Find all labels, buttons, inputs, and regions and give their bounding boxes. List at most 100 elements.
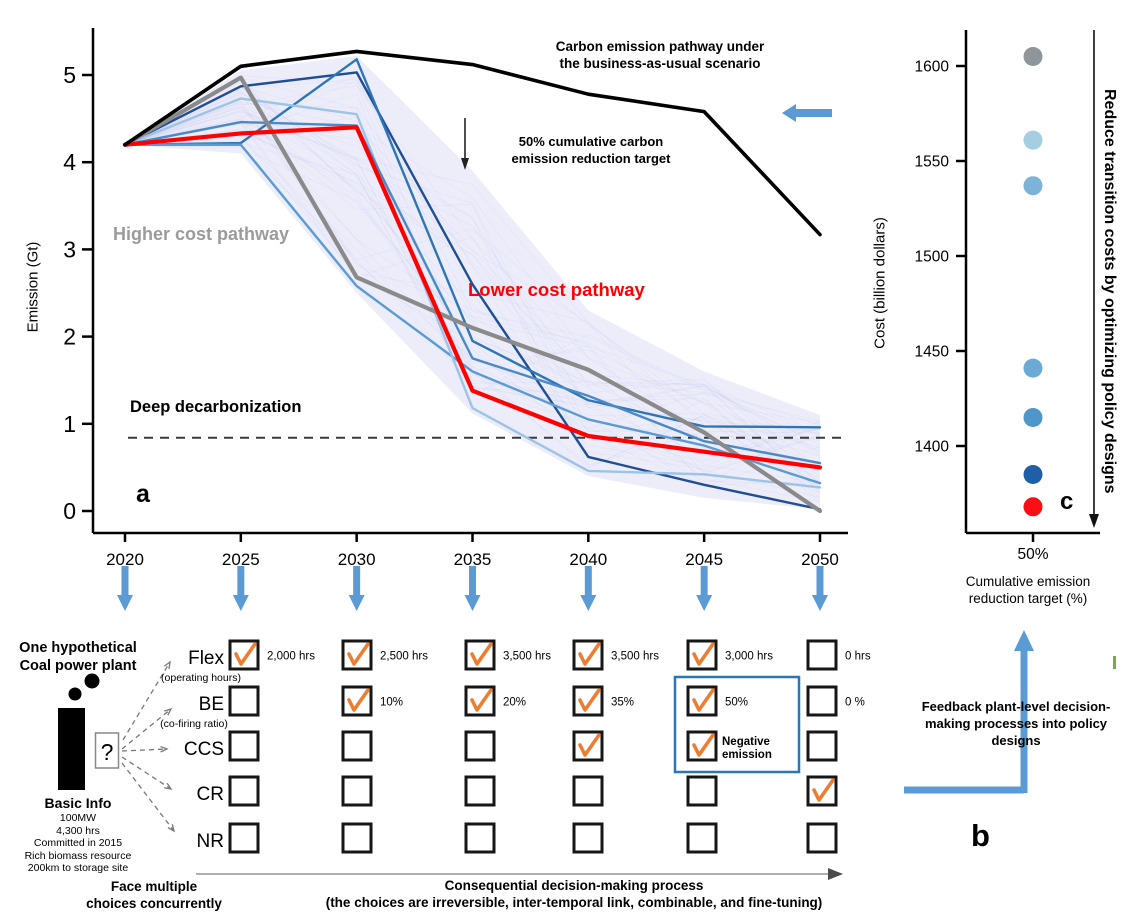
x-tick-label: 2040 [569, 550, 607, 569]
band-texture-line [124, 101, 821, 424]
panel-c-letter: c [1060, 488, 1074, 515]
band-texture-line [124, 106, 821, 453]
row-sublabel: (co-firing ratio) [160, 718, 228, 730]
choice-connector-arrowhead [164, 707, 173, 716]
cell-value-label: 2,500 hrs [380, 651, 428, 663]
lower-cost-label: Lower cost pathway [468, 279, 645, 300]
question-mark: ? [101, 739, 114, 765]
plant-chimney [58, 708, 85, 790]
checkbox-flex-col6[interactable] [806, 639, 838, 671]
checkbox-cr-col3[interactable] [464, 775, 496, 807]
band-texture-line [124, 101, 820, 440]
band-texture-line [124, 109, 821, 469]
cell-value-label: emission [722, 749, 772, 761]
checkbox-be-col1[interactable] [228, 685, 260, 717]
band-texture-line [124, 118, 821, 469]
band-texture-line [124, 130, 821, 493]
cost-point [1023, 408, 1043, 427]
deep-decarbonization-label: Deep decarbonization [130, 398, 302, 416]
plant-smoke-dot [84, 673, 100, 689]
check-icon [234, 642, 257, 666]
checkbox-cr-col5[interactable] [686, 775, 718, 807]
cost-y-tick-label: 1600 [915, 59, 950, 76]
down-arrow-icon [232, 595, 249, 611]
face-choices-caption: Face multiple choices concurrently [86, 879, 222, 911]
cell-value-label: 3,500 hrs [503, 651, 551, 663]
choice-connector-line [121, 748, 168, 752]
check-icon [347, 642, 370, 666]
cell-value-label: 50% [725, 697, 748, 709]
down-arrow-icon [696, 595, 713, 611]
checkbox-cr-col4[interactable] [572, 775, 604, 807]
checkbox-nr-col2[interactable] [341, 822, 373, 854]
checkbox-cr-col2[interactable] [341, 775, 373, 807]
band-texture-line [124, 114, 821, 503]
down-arrow-icon [464, 595, 481, 611]
cost-y-tick-label: 1450 [915, 344, 950, 361]
pathway-line-pathway-blue-light [123, 97, 822, 489]
basic-info-lines: 100MW 4,300 hrs Committed in 2015 Rich b… [24, 812, 132, 875]
pathway-line-pathway-blue-mid [123, 58, 822, 429]
cost-point [1023, 465, 1043, 484]
check-icon [470, 642, 493, 666]
choice-connector-arrowhead [167, 824, 176, 833]
band-texture-line [124, 125, 821, 484]
row-label-flex: Flex [188, 648, 224, 669]
higher-cost-label: Higher cost pathway [113, 224, 290, 244]
stray-green-mark [1113, 656, 1116, 669]
highlight-box [673, 675, 801, 774]
cost-y-tick-label: 1400 [915, 439, 950, 456]
process-arrow-icon [828, 868, 843, 880]
pathway-line-lower-cost-pathway [122, 125, 823, 470]
cost-y-tick-label: 1500 [915, 249, 950, 266]
feedback-arrow-icon [1014, 630, 1034, 651]
check-icon [812, 778, 835, 802]
x-tick-label: 2050 [801, 550, 839, 569]
y-tick-label: 4 [63, 149, 76, 175]
cell-value-label: 3,500 hrs [611, 651, 659, 663]
row-sublabel: (operating hours) [161, 672, 241, 684]
checkbox-ccs-col3[interactable] [464, 730, 496, 762]
cost-point [1023, 176, 1043, 196]
check-icon [692, 688, 715, 712]
cell-value-label: 20% [503, 697, 526, 709]
pathway-line-pathway-blue-med- [123, 120, 822, 465]
x-tick-label: 2035 [454, 550, 492, 569]
cell-value-label: 10% [380, 697, 403, 709]
cell-value-label: 0 hrs [845, 651, 871, 663]
row-label-nr: NR [197, 831, 224, 852]
checkbox-nr-col1[interactable] [228, 822, 260, 854]
y-tick-label: 2 [63, 324, 76, 350]
panel-b-letter: b [971, 818, 990, 853]
band-texture-line [124, 92, 821, 483]
checkbox-nr-col4[interactable] [572, 822, 604, 854]
emission-axis-label: Emission (Gt) [24, 241, 42, 333]
reduce-costs-side-text: Reduce transition costs by optimizing po… [1101, 88, 1118, 494]
check-icon [578, 642, 601, 666]
consequential-caption: Consequential decision-making process (t… [325, 878, 823, 910]
y-tick-label: 0 [63, 498, 76, 524]
check-icon [692, 733, 715, 757]
target-arrow-icon [461, 158, 469, 170]
band-texture-line [124, 91, 821, 457]
checkbox-ccs-col1[interactable] [228, 730, 260, 762]
checkbox-ccs-col2[interactable] [341, 730, 373, 762]
cell-value-label: 2,000 hrs [267, 651, 315, 663]
row-label-ccs: CCS [184, 739, 224, 760]
row-label-cr: CR [197, 784, 224, 805]
band-texture-line [124, 111, 821, 467]
checkbox-ccs-col6[interactable] [806, 730, 838, 762]
check-icon [347, 688, 370, 712]
plant-smoke-dot [68, 687, 82, 701]
band-texture-line [124, 87, 821, 498]
checkbox-nr-col5[interactable] [686, 822, 718, 854]
feedback-annotation: Feedback plant-level decision- making pr… [921, 699, 1111, 748]
checkbox-cr-col1[interactable] [228, 775, 260, 807]
checkbox-be-col6[interactable] [806, 685, 838, 717]
checkbox-nr-col3[interactable] [464, 822, 496, 854]
check-icon [578, 688, 601, 712]
checkbox-nr-col6[interactable] [806, 822, 838, 854]
band-texture-line [124, 129, 821, 462]
y-tick-label: 1 [63, 411, 76, 437]
